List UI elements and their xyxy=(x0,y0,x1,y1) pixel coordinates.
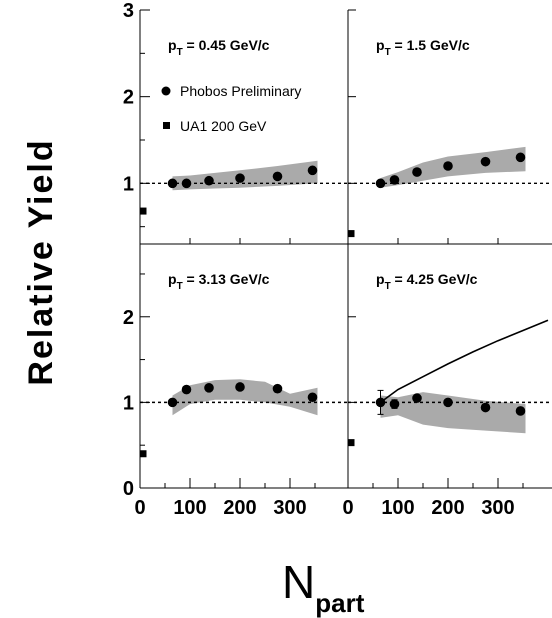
x-axis-label-sub: part xyxy=(315,588,364,618)
ua1-point xyxy=(347,439,355,447)
x-axis-label-main: N xyxy=(282,556,315,608)
systematic-band xyxy=(172,160,318,191)
x-tick-label: 200 xyxy=(431,497,464,519)
axis-ticks: 0 100 200 300 0 100 200 300 1 2 3 0 1 2 xyxy=(123,0,524,519)
y-tick-label: 3 xyxy=(123,0,134,22)
phobos-point xyxy=(272,171,283,182)
systematic-band xyxy=(380,146,526,188)
panel-2: pT = 1.5 GeV/c xyxy=(347,37,552,238)
panel-title: pT = 3.13 GeV/c xyxy=(168,271,270,292)
x-axis-label: Npart xyxy=(282,556,365,618)
y-tick-label: 2 xyxy=(123,87,134,109)
model-curve xyxy=(380,319,549,404)
legend-label-ua1: UA1 200 GeV xyxy=(180,118,267,134)
phobos-point xyxy=(389,175,400,185)
phobos-point xyxy=(412,393,422,403)
phobos-point xyxy=(480,402,491,413)
panel-1: pT = 0.45 GeV/c xyxy=(139,37,348,215)
plot-frames xyxy=(139,10,552,489)
x-tick-label: 300 xyxy=(273,497,306,519)
y-tick-label: 1 xyxy=(123,392,134,414)
phobos-point xyxy=(375,178,386,189)
phobos-point xyxy=(480,156,491,167)
x-tick-label: 0 xyxy=(342,497,353,519)
phobos-point xyxy=(515,152,526,163)
panel-title: pT = 1.5 GeV/c xyxy=(376,37,470,58)
x-tick-label: 0 xyxy=(134,497,145,519)
panels: pT = 0.45 GeV/c pT = 1.5 GeV/c pT = 3.13 G… xyxy=(139,37,552,458)
x-tick-label: 300 xyxy=(481,497,514,519)
y-tick-label: 1 xyxy=(123,173,134,195)
panel-4: pT = 4.25 GeV/c xyxy=(347,271,552,447)
legend-marker-phobos xyxy=(161,86,171,96)
phobos-point xyxy=(235,173,245,183)
phobos-point xyxy=(375,397,386,408)
ua1-point xyxy=(139,450,147,458)
phobos-point xyxy=(307,165,318,176)
x-tick-label: 100 xyxy=(173,497,206,519)
phobos-point xyxy=(181,178,192,189)
phobos-point xyxy=(167,397,178,408)
x-tick-label: 200 xyxy=(223,497,256,519)
phobos-point xyxy=(443,161,453,171)
phobos-point xyxy=(443,397,453,408)
phobos-point xyxy=(272,383,283,394)
systematic-band xyxy=(172,379,318,416)
systematic-band xyxy=(380,392,526,434)
phobos-point xyxy=(204,383,214,393)
ua1-point xyxy=(347,230,355,238)
legend: Phobos Preliminary UA1 200 GeV xyxy=(161,83,301,134)
x-tick-label: 100 xyxy=(381,497,414,519)
phobos-point xyxy=(181,384,192,395)
panel-title: pT = 0.45 GeV/c xyxy=(168,37,270,58)
panel-3: pT = 3.13 GeV/c xyxy=(139,271,348,458)
y-axis-label: Relative Yield xyxy=(22,138,60,385)
phobos-point xyxy=(204,175,214,186)
legend-label-phobos: Phobos Preliminary xyxy=(180,83,301,99)
phobos-point xyxy=(235,382,245,392)
y-tick-label: 0 xyxy=(123,478,134,500)
phobos-point xyxy=(515,406,526,416)
legend-marker-ua1 xyxy=(163,122,170,129)
phobos-point xyxy=(307,392,318,403)
phobos-point xyxy=(412,167,422,177)
phobos-point xyxy=(167,178,178,189)
panel-title: pT = 4.25 GeV/c xyxy=(376,271,478,292)
ua1-point xyxy=(139,207,147,215)
y-tick-label: 2 xyxy=(123,307,134,329)
phobos-point xyxy=(389,399,400,409)
